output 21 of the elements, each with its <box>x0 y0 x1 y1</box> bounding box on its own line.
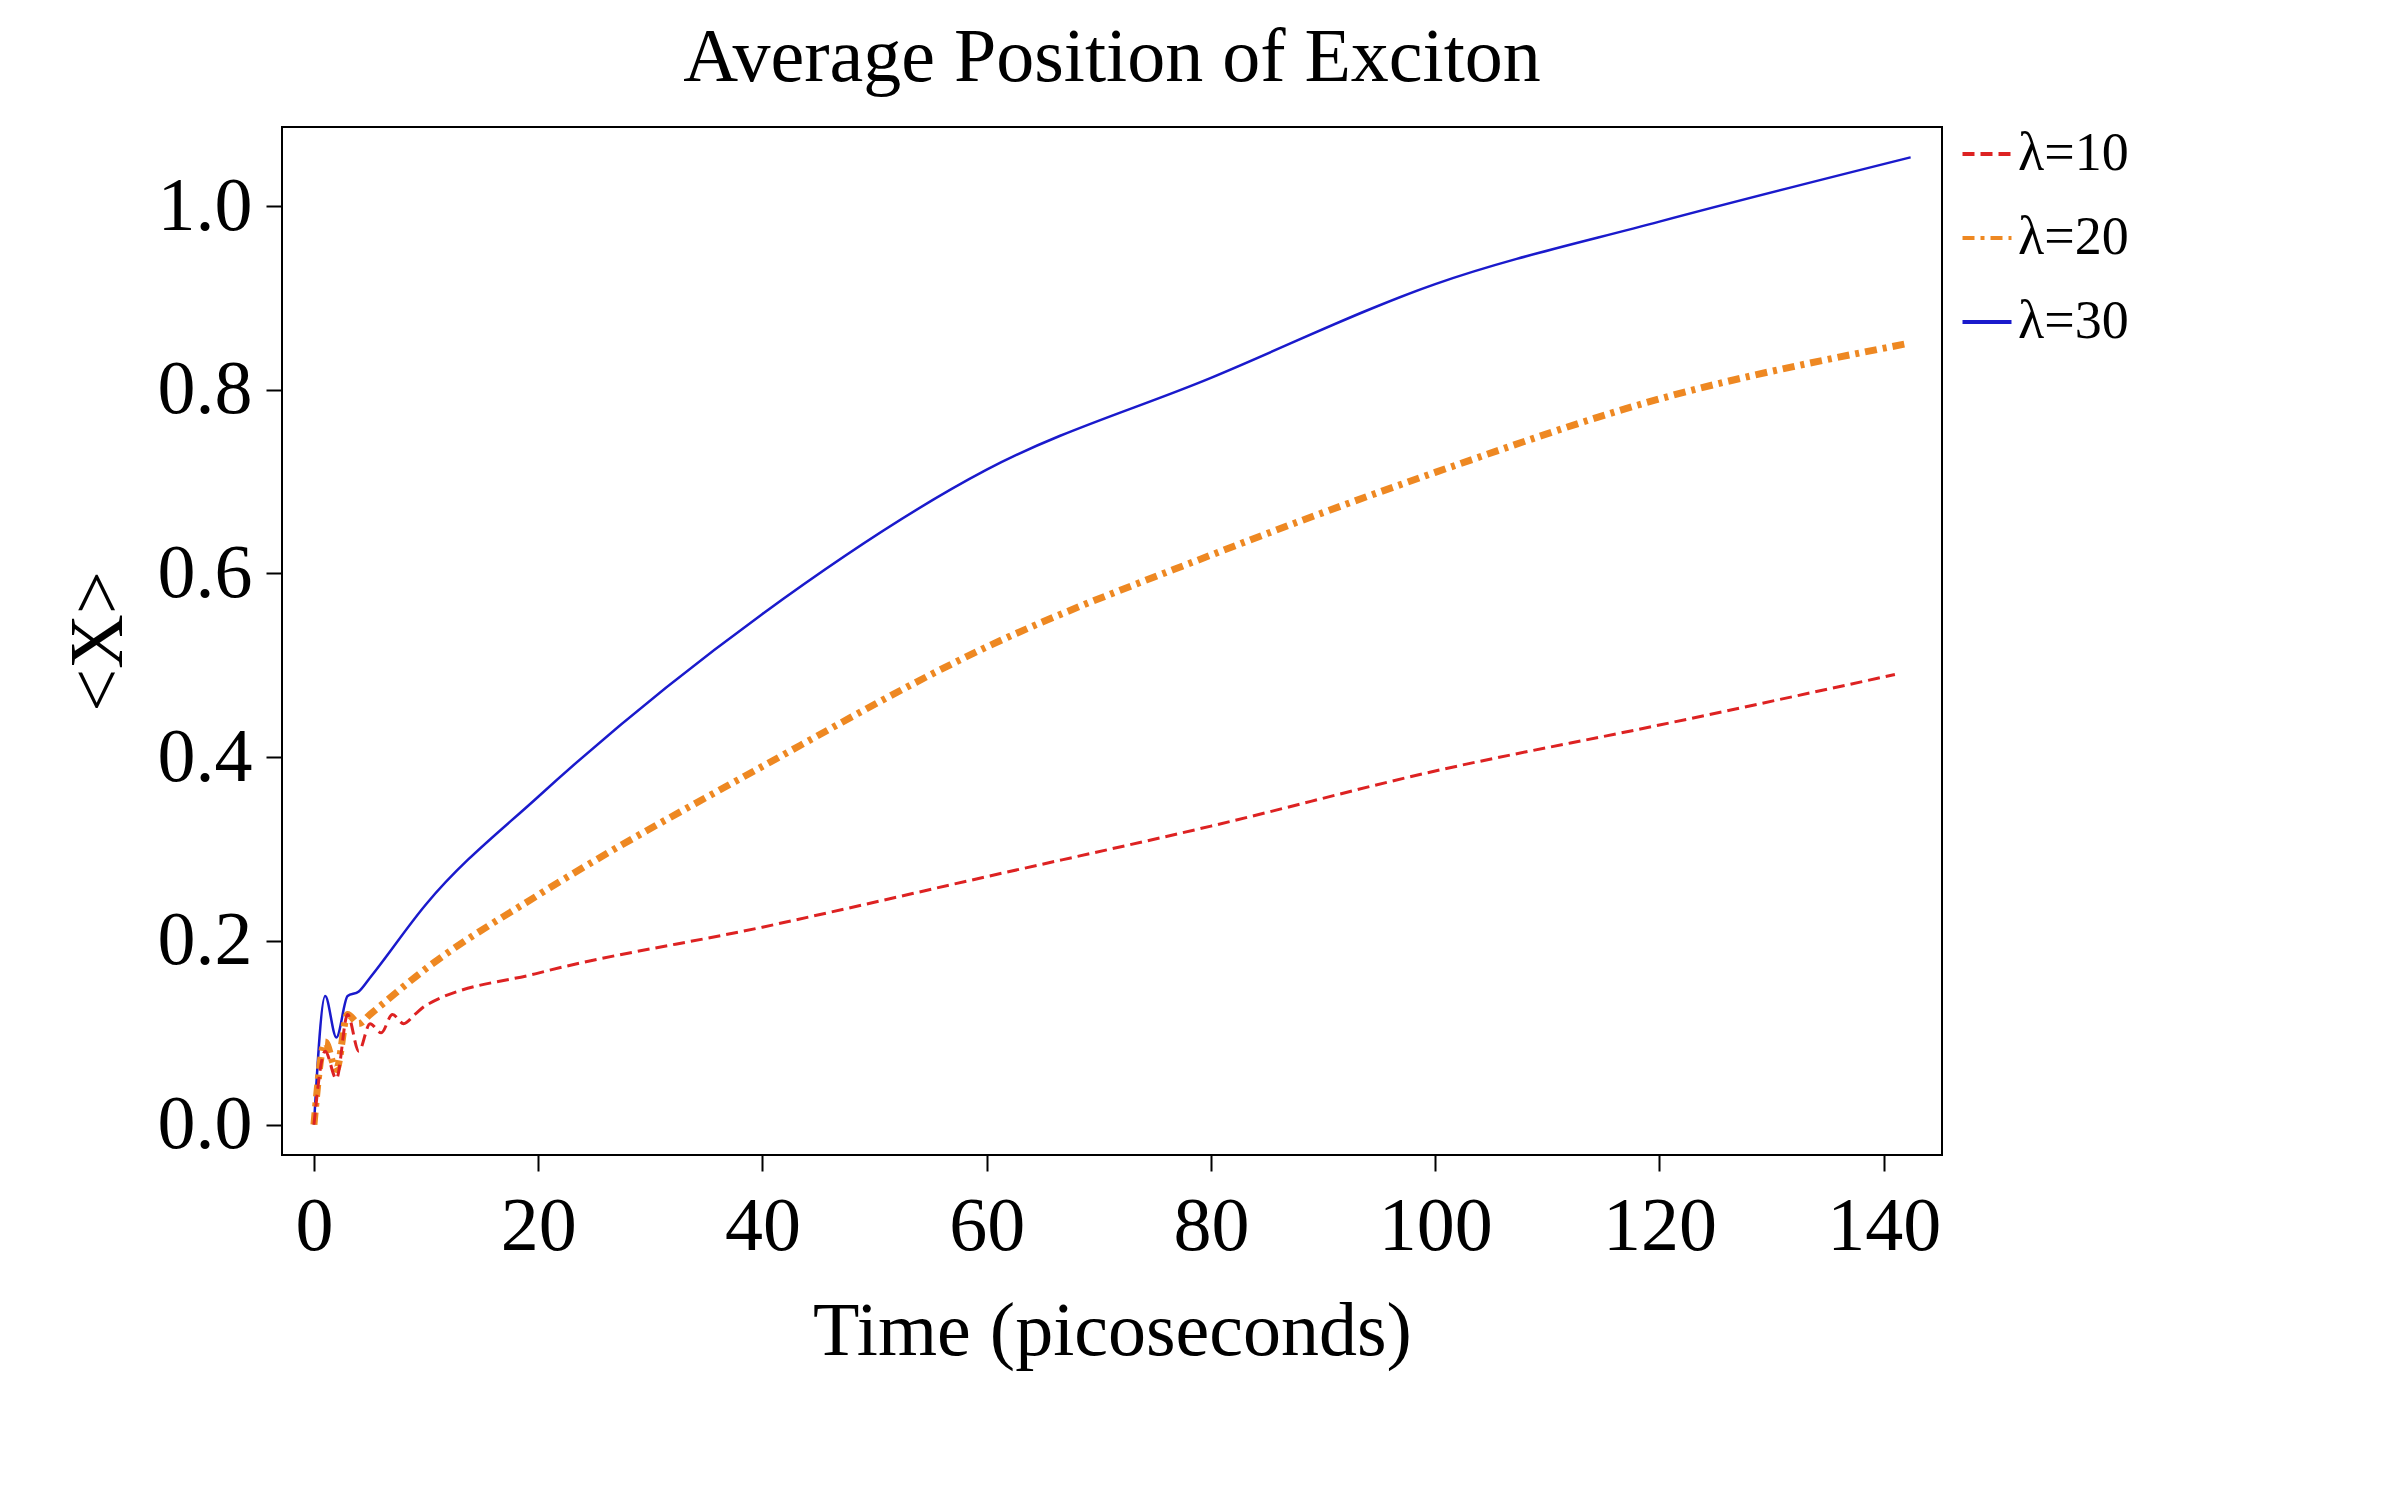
chart-title: Average Position of Exciton <box>683 13 1541 97</box>
y-tick-label: 0.6 <box>157 528 253 613</box>
legend-label: λ=10 <box>2018 122 2129 182</box>
y-tick-label: 0.4 <box>157 712 253 797</box>
x-tick-label: 20 <box>500 1181 577 1266</box>
y-tick-label: 0.0 <box>157 1080 253 1165</box>
x-tick-label: 60 <box>949 1181 1026 1266</box>
x-tick-label: 100 <box>1378 1181 1493 1266</box>
legend-label: λ=30 <box>2018 290 2129 350</box>
y-tick-label: 0.8 <box>157 345 253 430</box>
y-tick-label: 0.2 <box>157 896 253 981</box>
x-tick-label: 80 <box>1173 1181 1250 1266</box>
legend-label: λ=20 <box>2018 206 2129 266</box>
x-axis-title: Time (picoseconds) <box>813 1286 1412 1372</box>
x-tick-label: 120 <box>1602 1181 1717 1266</box>
y-tick-label: 1.0 <box>157 161 253 246</box>
x-tick-label: 40 <box>724 1181 801 1266</box>
line-series <box>312 673 1897 1127</box>
x-tick-label: 0 <box>295 1181 334 1266</box>
x-tick-label: 140 <box>1827 1181 1942 1266</box>
y-axis-title: <X> <box>53 571 138 712</box>
